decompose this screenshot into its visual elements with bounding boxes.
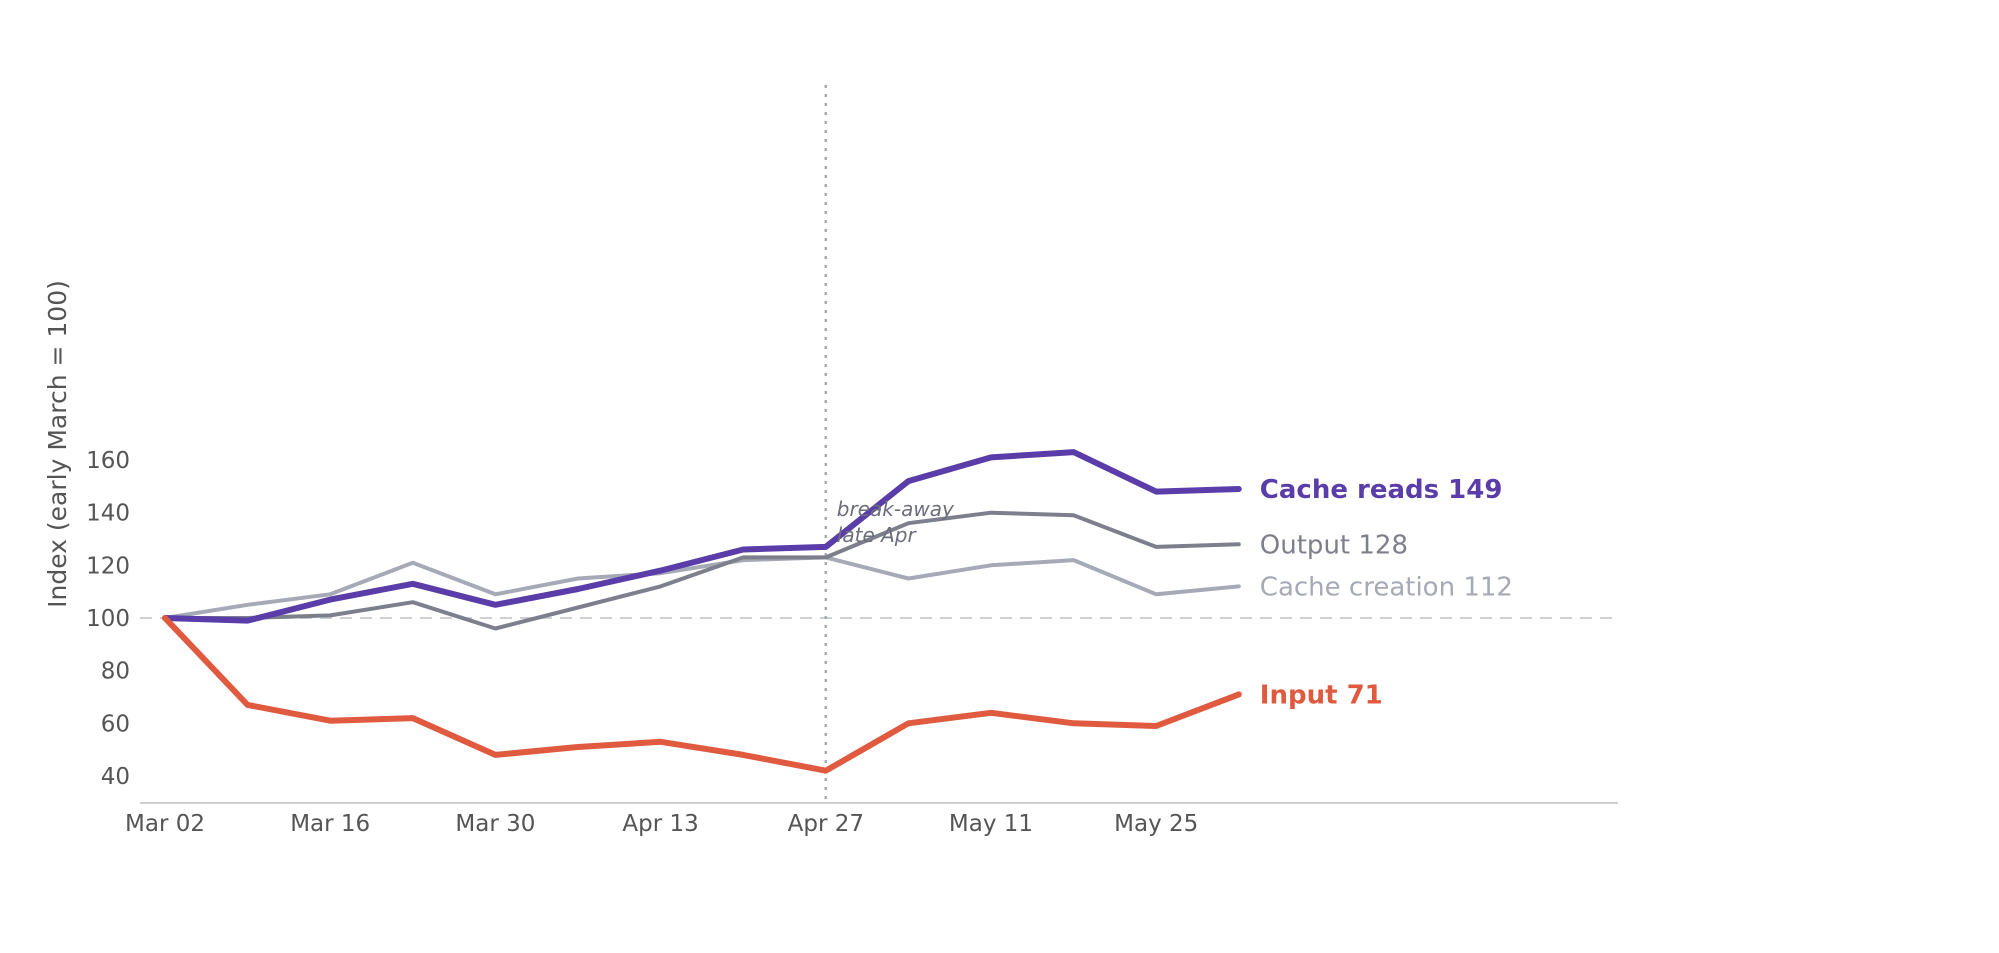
series-line-input: [162, 615, 1242, 774]
series-line-cache-reads: [162, 449, 1242, 624]
series-end-label: Cache creation 112: [1260, 572, 1513, 602]
series-line-output: [163, 510, 1241, 631]
series-end-label: Input 71: [1260, 680, 1383, 710]
x-tick-label: Apr 27: [788, 811, 864, 837]
x-tick-label: Mar 16: [290, 811, 370, 837]
x-tick-label: Mar 30: [455, 811, 535, 837]
annotation-text: late Apr: [837, 523, 918, 547]
series-end-label: Cache reads 149: [1260, 475, 1503, 505]
series-line-cache-creation: [163, 555, 1241, 620]
annotation-text: break-away: [837, 497, 955, 521]
x-tick-label: May 11: [949, 811, 1033, 837]
y-tick-label: 160: [86, 448, 130, 474]
x-tick-label: Apr 13: [622, 811, 698, 837]
y-tick-label: 80: [101, 659, 130, 685]
x-tick-label: Mar 02: [125, 811, 205, 837]
series-end-label: Output 128: [1260, 530, 1408, 560]
y-tick-label: 60: [101, 711, 130, 737]
y-tick-label: 100: [86, 606, 130, 632]
y-tick-label: 140: [86, 501, 130, 527]
x-tick-label: May 25: [1114, 811, 1198, 837]
y-tick-label: 120: [86, 553, 130, 579]
y-tick-label: 40: [101, 764, 130, 790]
y-axis-label: Index (early March = 100): [43, 280, 72, 608]
